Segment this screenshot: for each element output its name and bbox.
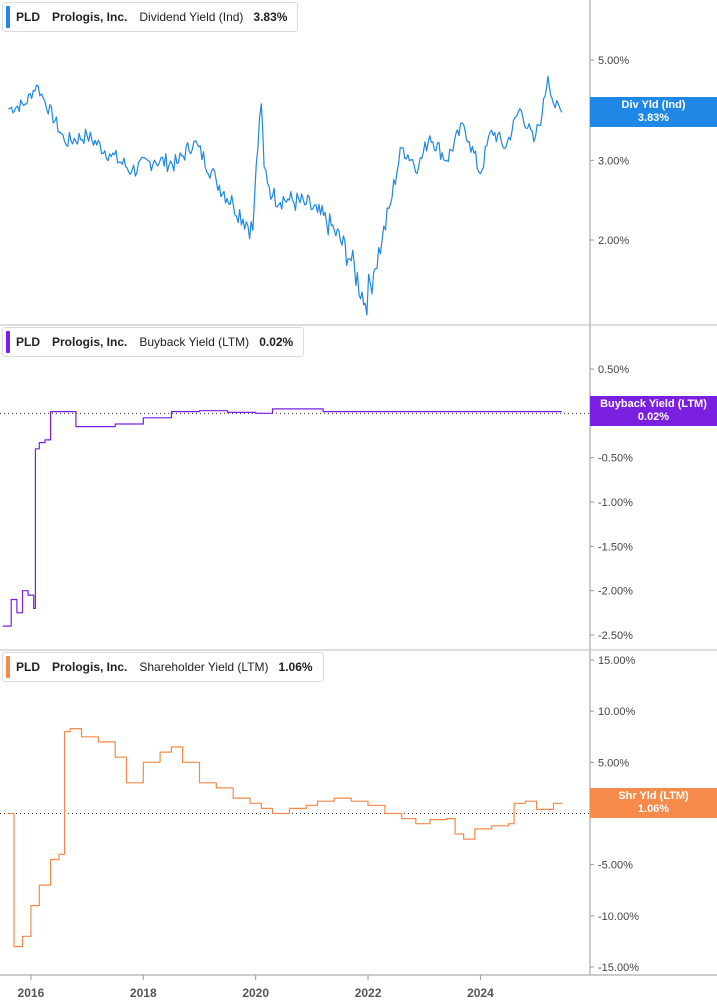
panel-3-metric: Shareholder Yield (LTM) bbox=[139, 660, 269, 674]
panel-3-company: Prologis, Inc. bbox=[52, 660, 128, 674]
panel-1-value: 3.83% bbox=[253, 10, 288, 24]
y-tick-label: 3.00% bbox=[598, 155, 629, 167]
y-tick-label: -2.50% bbox=[598, 630, 633, 642]
panel-2-color-swatch bbox=[6, 331, 10, 353]
panel-1-metric: Dividend Yield (Ind) bbox=[139, 10, 244, 24]
x-tick-label: 2018 bbox=[130, 986, 157, 1000]
y-tick-label: -2.00% bbox=[598, 586, 633, 598]
x-tick-label: 2024 bbox=[467, 986, 494, 1000]
y-tick-label: 0.50% bbox=[598, 364, 629, 376]
y-tick-label: 15.00% bbox=[598, 655, 636, 667]
x-tick-label: 2020 bbox=[242, 986, 269, 1000]
panel-3-badge-label: Shr Yld (LTM) bbox=[618, 790, 689, 802]
y-tick-label: -10.00% bbox=[598, 911, 639, 923]
panel-2-badge-label: Buyback Yield (LTM) bbox=[600, 398, 707, 410]
y-tick-label: -1.50% bbox=[598, 541, 633, 553]
panel-1-legend: PLD Prologis, Inc. Dividend Yield (Ind) … bbox=[2, 2, 299, 32]
panel-3-ticker: PLD bbox=[16, 660, 40, 674]
panel-1-value-badge: Div Yld (Ind) 3.83% bbox=[590, 97, 717, 127]
y-tick-label: 5.00% bbox=[598, 55, 629, 67]
panel-1-badge-value: 3.83% bbox=[637, 112, 670, 124]
series-line-1 bbox=[8, 75, 563, 316]
panel-3-badge-value: 1.06% bbox=[637, 803, 670, 815]
y-tick-label: -0.50% bbox=[598, 453, 633, 465]
panel-2-ticker: PLD bbox=[16, 335, 40, 349]
x-tick-label: 2016 bbox=[18, 986, 45, 1000]
panel-2-metric: Buyback Yield (LTM) bbox=[139, 335, 250, 349]
y-tick-label: -5.00% bbox=[598, 860, 633, 872]
panel-2-company: Prologis, Inc. bbox=[52, 335, 128, 349]
panel-1-company: Prologis, Inc. bbox=[52, 10, 128, 24]
panel-2-badge-value: 0.02% bbox=[637, 411, 670, 423]
panel-3-legend: PLD Prologis, Inc. Shareholder Yield (LT… bbox=[2, 652, 324, 682]
panel-2-value-badge: Buyback Yield (LTM) 0.02% bbox=[590, 396, 717, 426]
panel-3-value-badge: Shr Yld (LTM) 1.06% bbox=[590, 788, 717, 818]
y-tick-label: -15.00% bbox=[598, 962, 639, 974]
panel-1-badge-label: Div Yld (Ind) bbox=[621, 99, 686, 111]
panel-2-legend: PLD Prologis, Inc. Buyback Yield (LTM) 0… bbox=[2, 327, 305, 357]
y-tick-label: -1.00% bbox=[598, 497, 633, 509]
x-tick-label: 2022 bbox=[355, 986, 382, 1000]
panel-1-ticker: PLD bbox=[16, 10, 40, 24]
panel-3-value: 1.06% bbox=[278, 660, 313, 674]
panel-2-value: 0.02% bbox=[259, 335, 294, 349]
series-line-2 bbox=[2, 408, 562, 627]
y-tick-label: 2.00% bbox=[598, 235, 629, 247]
y-tick-label: 5.00% bbox=[598, 757, 629, 769]
series-line-3 bbox=[8, 728, 563, 948]
y-tick-label: 10.00% bbox=[598, 706, 636, 718]
panel-3-color-swatch bbox=[6, 656, 10, 678]
panel-1-color-swatch bbox=[6, 6, 10, 28]
